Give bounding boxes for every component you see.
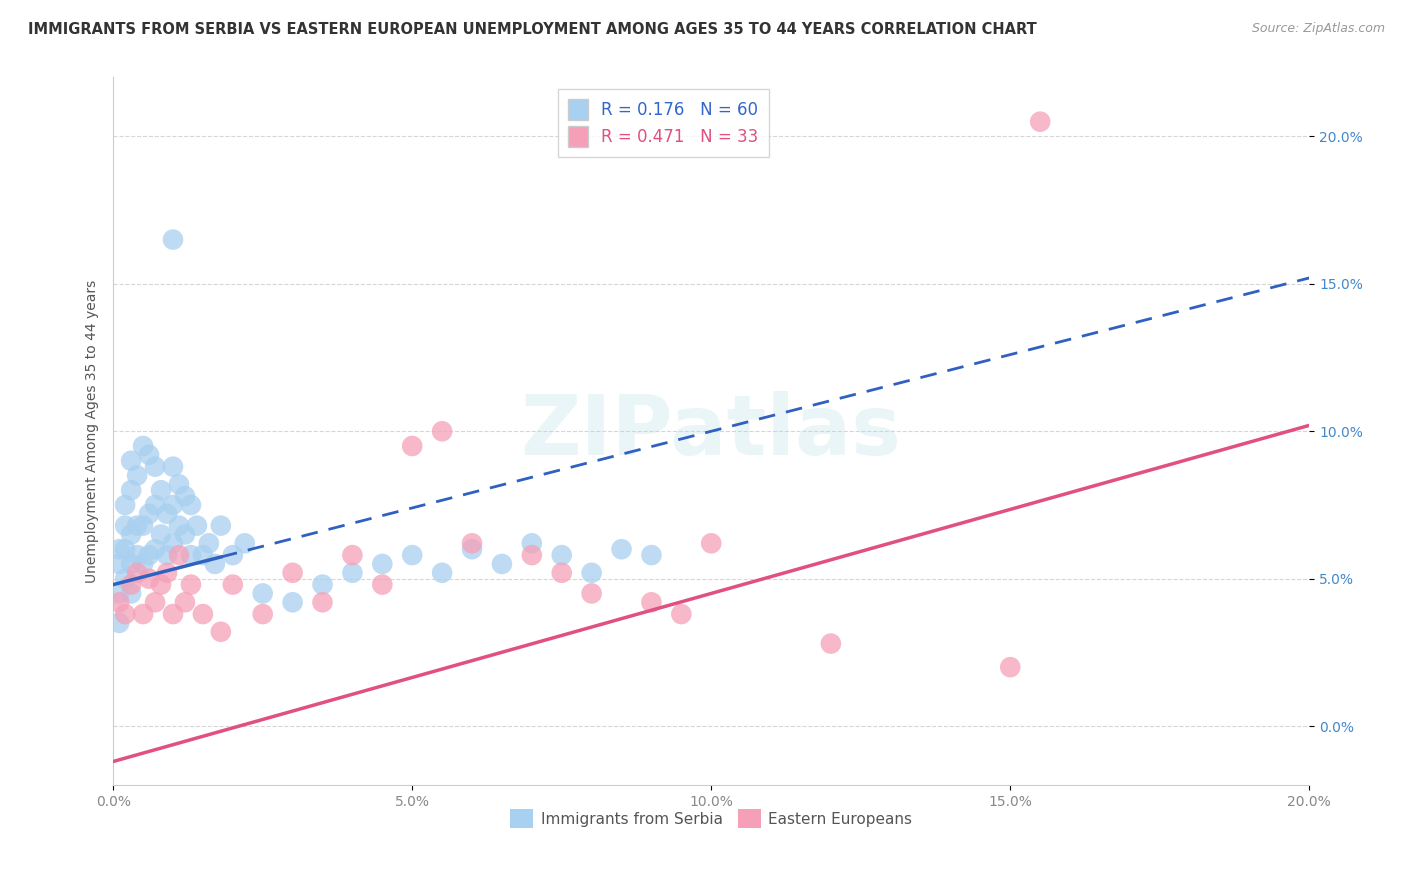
Point bbox=[700, 536, 723, 550]
Point bbox=[671, 607, 693, 621]
Point bbox=[114, 572, 136, 586]
Point bbox=[640, 595, 662, 609]
Point bbox=[209, 624, 232, 639]
Point bbox=[371, 557, 394, 571]
Point bbox=[640, 548, 662, 562]
Point bbox=[120, 483, 142, 498]
Text: IMMIGRANTS FROM SERBIA VS EASTERN EUROPEAN UNEMPLOYMENT AMONG AGES 35 TO 44 YEAR: IMMIGRANTS FROM SERBIA VS EASTERN EUROPE… bbox=[28, 22, 1036, 37]
Point bbox=[120, 557, 142, 571]
Text: ZIPatlas: ZIPatlas bbox=[520, 391, 901, 472]
Point bbox=[1029, 114, 1052, 128]
Point bbox=[174, 595, 197, 609]
Point bbox=[252, 586, 274, 600]
Point bbox=[233, 536, 256, 550]
Point bbox=[114, 607, 136, 621]
Point bbox=[108, 595, 131, 609]
Point bbox=[281, 566, 304, 580]
Point bbox=[222, 577, 245, 591]
Point bbox=[108, 557, 131, 571]
Point bbox=[162, 498, 184, 512]
Y-axis label: Unemployment Among Ages 35 to 44 years: Unemployment Among Ages 35 to 44 years bbox=[86, 279, 100, 582]
Point bbox=[138, 507, 160, 521]
Point bbox=[198, 536, 221, 550]
Point bbox=[551, 548, 574, 562]
Point bbox=[114, 518, 136, 533]
Point bbox=[371, 577, 394, 591]
Point bbox=[138, 448, 160, 462]
Point bbox=[1000, 660, 1022, 674]
Point bbox=[132, 557, 155, 571]
Point bbox=[342, 566, 364, 580]
Point bbox=[209, 518, 232, 533]
Point bbox=[138, 548, 160, 562]
Point bbox=[120, 527, 142, 541]
Point bbox=[167, 477, 190, 491]
Point bbox=[162, 536, 184, 550]
Point bbox=[127, 566, 149, 580]
Point bbox=[186, 518, 208, 533]
Point bbox=[108, 542, 131, 557]
Point bbox=[281, 595, 304, 609]
Point bbox=[430, 566, 453, 580]
Point bbox=[820, 636, 842, 650]
Point bbox=[252, 607, 274, 621]
Point bbox=[342, 548, 364, 562]
Point bbox=[143, 542, 166, 557]
Point bbox=[143, 595, 166, 609]
Point bbox=[167, 548, 190, 562]
Point bbox=[108, 586, 131, 600]
Point bbox=[204, 557, 226, 571]
Point bbox=[132, 439, 155, 453]
Point bbox=[610, 542, 633, 557]
Point bbox=[311, 595, 333, 609]
Point bbox=[156, 548, 179, 562]
Point bbox=[143, 498, 166, 512]
Point bbox=[520, 536, 543, 550]
Point bbox=[551, 566, 574, 580]
Point bbox=[156, 507, 179, 521]
Point bbox=[127, 548, 149, 562]
Point bbox=[180, 577, 202, 591]
Point bbox=[114, 542, 136, 557]
Point bbox=[461, 542, 484, 557]
Point bbox=[108, 615, 131, 630]
Point bbox=[162, 459, 184, 474]
Point bbox=[174, 527, 197, 541]
Point bbox=[401, 439, 423, 453]
Point bbox=[167, 518, 190, 533]
Point bbox=[138, 572, 160, 586]
Point bbox=[491, 557, 513, 571]
Point bbox=[120, 577, 142, 591]
Point bbox=[132, 607, 155, 621]
Point bbox=[520, 548, 543, 562]
Point bbox=[174, 489, 197, 503]
Text: Source: ZipAtlas.com: Source: ZipAtlas.com bbox=[1251, 22, 1385, 36]
Point bbox=[191, 548, 214, 562]
Point bbox=[114, 498, 136, 512]
Point bbox=[311, 577, 333, 591]
Point bbox=[150, 483, 173, 498]
Point bbox=[180, 498, 202, 512]
Point bbox=[461, 536, 484, 550]
Point bbox=[401, 548, 423, 562]
Point bbox=[120, 586, 142, 600]
Point bbox=[430, 424, 453, 438]
Point bbox=[180, 548, 202, 562]
Point bbox=[222, 548, 245, 562]
Point bbox=[127, 518, 149, 533]
Point bbox=[143, 459, 166, 474]
Point bbox=[162, 607, 184, 621]
Point bbox=[132, 518, 155, 533]
Point bbox=[156, 566, 179, 580]
Point bbox=[191, 607, 214, 621]
Point bbox=[127, 468, 149, 483]
Point bbox=[581, 566, 603, 580]
Point bbox=[150, 527, 173, 541]
Point bbox=[150, 577, 173, 591]
Point bbox=[120, 454, 142, 468]
Point bbox=[581, 586, 603, 600]
Point bbox=[162, 233, 184, 247]
Legend: Immigrants from Serbia, Eastern Europeans: Immigrants from Serbia, Eastern European… bbox=[503, 803, 918, 834]
